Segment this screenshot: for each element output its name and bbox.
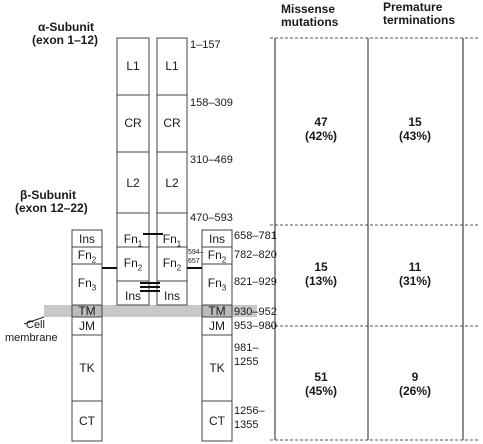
range-8: 821–929 [234, 276, 277, 288]
beta-left-CT [71, 400, 103, 442]
alpha-subtitle: (exon 1–12) [32, 33, 99, 47]
membrane-pointer [23, 316, 45, 325]
header-missense-line2: mutations [281, 15, 339, 29]
missense-beta-ext-count: 15 [314, 260, 328, 274]
label-beta-left-Fn3: Fn3 [77, 276, 97, 293]
alpha-left-CR [116, 94, 150, 153]
range-12-line2: 1355 [234, 419, 259, 431]
range-3: 310–469 [190, 154, 233, 166]
alpha-right-Ins [156, 280, 188, 306]
premature-alpha-pct: (43%) [398, 129, 431, 143]
label-alpha-left-Fn1: Fn1 [123, 232, 143, 249]
missense-alpha-stat: 47 (42%) [281, 115, 361, 143]
premature-alpha-stat: 15 (43%) [375, 115, 455, 143]
range-11-line2: 1255 [234, 356, 259, 368]
header-premature-line1: Premature [383, 0, 443, 14]
label-alpha-left-L1: L1 [126, 59, 140, 73]
alpha-right-Fn1 [156, 212, 188, 248]
missense-beta-ext-pct: (13%) [304, 274, 337, 288]
label-alpha-left-Fn2: Fn2 [123, 256, 143, 273]
missense-extracellular-beta-stat: 15 (13%) [281, 260, 361, 288]
range-5: 658–781 [234, 230, 277, 242]
label-beta-left-CT: CT [79, 414, 95, 428]
label-beta-right-TK: TK [209, 361, 225, 375]
label-alpha-right-L2: L2 [165, 176, 179, 190]
missense-intracellular-stat: 51 (45%) [281, 370, 361, 398]
label-alpha-right-Ins: Ins [163, 289, 180, 303]
alpha-left-Ins [116, 280, 150, 306]
label-alpha-left-Ins: Ins [124, 289, 141, 303]
range-6-line2: 657 [188, 258, 200, 265]
range-2: 158–309 [190, 97, 233, 109]
alpha-right-CR [156, 94, 188, 153]
range-9: 930–952 [234, 306, 277, 318]
membrane-label-line1: Cell [26, 319, 45, 331]
header-premature-line2: terminations [383, 13, 456, 27]
label-beta-left-Ins: Ins [78, 232, 95, 246]
beta-subtitle: (exon 12–22) [15, 201, 88, 215]
alpha-right-Fn2 [156, 246, 188, 282]
label-beta-left-Fn2: Fn2 [77, 248, 97, 265]
label-alpha-left-L2: L2 [126, 176, 140, 190]
label-beta-left-TM: TM [78, 304, 96, 318]
label-beta-right-JM: JM [209, 319, 225, 333]
header-missense-line1: Missense [281, 2, 336, 16]
label-beta-left-JM: JM [79, 319, 95, 333]
missense-intra-pct: (45%) [304, 384, 337, 398]
premature-extracellular-beta-stat: 11 (31%) [375, 260, 455, 288]
premature-alpha-count: 15 [408, 115, 422, 129]
label-alpha-right-L1: L1 [165, 59, 179, 73]
range-7: 782–820 [234, 249, 277, 261]
missense-intra-count: 51 [314, 370, 328, 384]
alpha-right-L1 [156, 37, 188, 96]
missense-alpha-count: 47 [314, 115, 328, 129]
range-1: 1–157 [190, 39, 221, 51]
premature-beta-ext-pct: (31%) [398, 274, 431, 288]
label-beta-right-TM: TM [208, 304, 226, 318]
premature-beta-ext-count: 11 [408, 260, 422, 274]
premature-intra-count: 9 [411, 370, 419, 384]
label-alpha-right-CR: CR [163, 116, 181, 130]
label-alpha-right-Fn2: Fn2 [162, 256, 182, 273]
label-beta-right-CT: CT [209, 414, 225, 428]
beta-title: β-Subunit [20, 188, 76, 202]
label-beta-left-TK: TK [79, 361, 95, 375]
beta-left-TK [71, 334, 103, 402]
range-10: 953–980 [234, 320, 277, 332]
range-4: 470–593 [190, 212, 233, 224]
membrane-label-line2: membrane [5, 332, 58, 344]
alpha-left-L2 [116, 151, 150, 214]
premature-intracellular-stat: 9 (26%) [375, 370, 455, 398]
range-6-line1: 594– [188, 249, 204, 256]
range-12-line1: 1256– [234, 405, 265, 417]
label-beta-right-Fn3: Fn3 [207, 276, 227, 293]
missense-alpha-pct: (42%) [304, 129, 337, 143]
label-alpha-right-Fn1: Fn1 [162, 232, 182, 249]
beta-left-Fn3 [71, 263, 103, 306]
alpha-title: α-Subunit [38, 20, 95, 34]
premature-intra-pct: (26%) [398, 384, 431, 398]
label-alpha-left-CR: CR [124, 116, 142, 130]
label-beta-right-Fn2: Fn2 [207, 248, 227, 265]
beta-right-CT [201, 400, 233, 442]
beta-right-Fn3 [201, 263, 233, 306]
label-beta-right-Ins: Ins [208, 232, 225, 246]
alpha-left-Fn2 [116, 246, 150, 282]
range-11-line1: 981– [234, 342, 259, 354]
